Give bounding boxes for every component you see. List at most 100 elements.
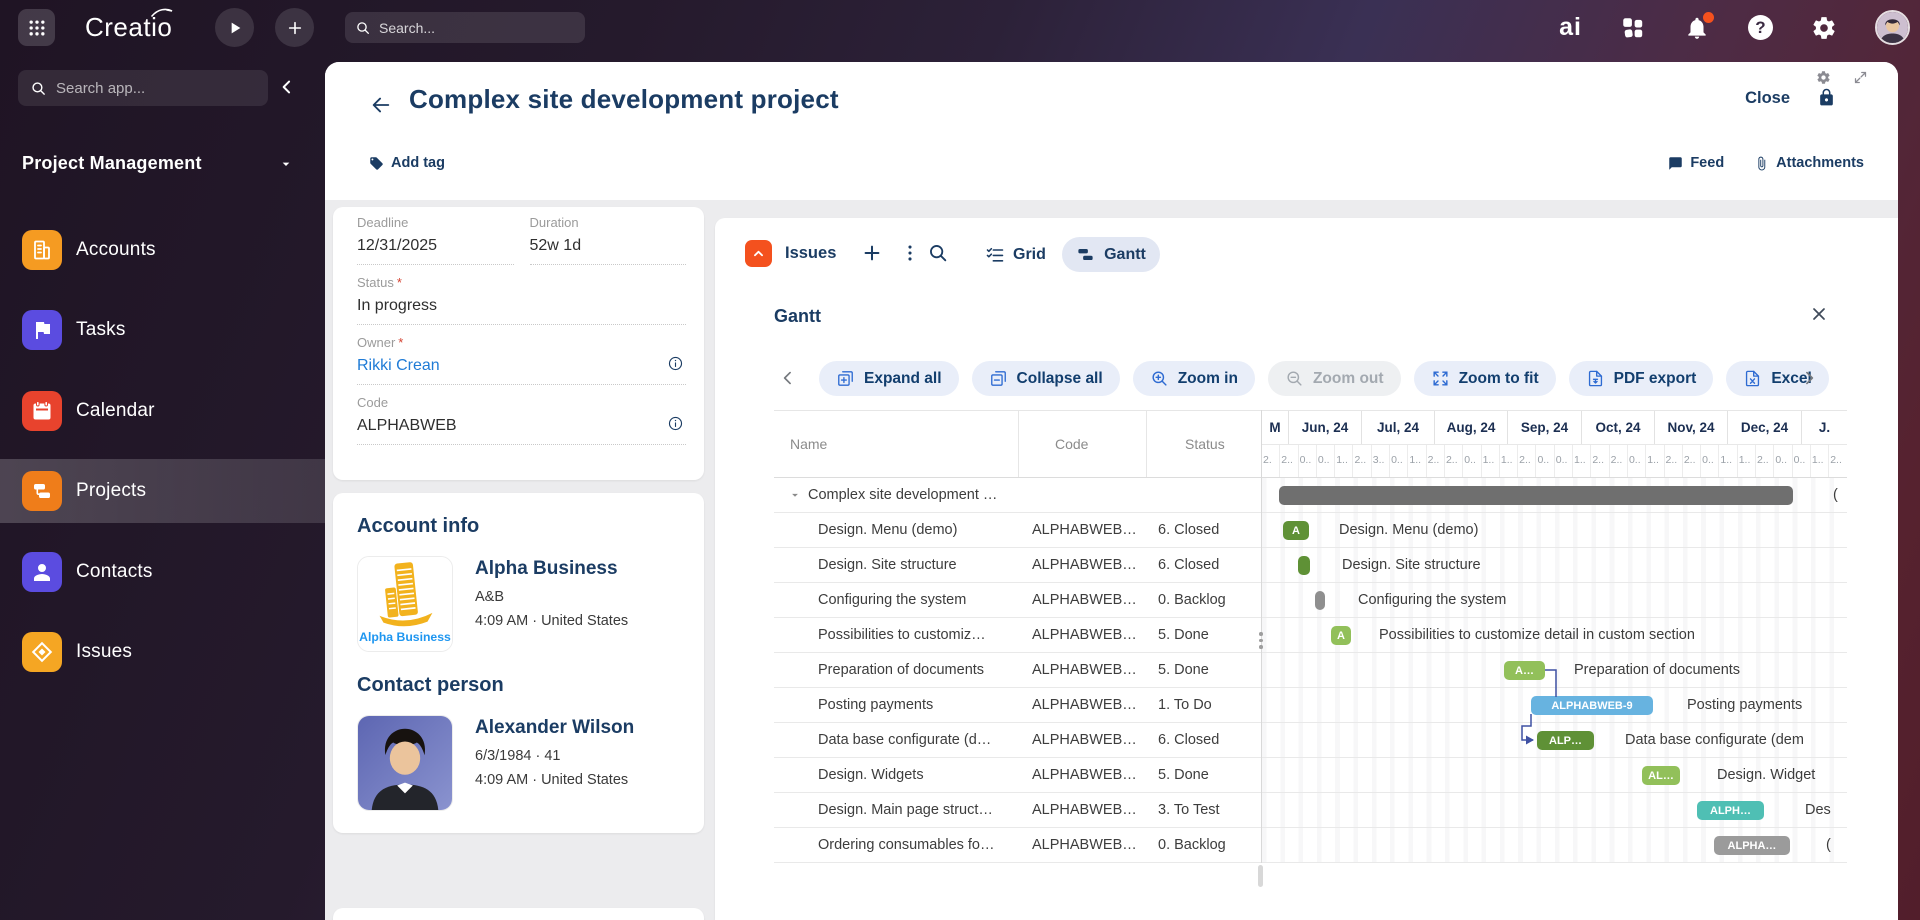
week-label: 0.. (1555, 445, 1573, 477)
gantt-bar[interactable]: ALP… (1537, 731, 1594, 750)
gantt-bar[interactable]: A (1283, 521, 1309, 540)
back-button[interactable] (369, 94, 393, 118)
page-settings-gear-icon[interactable] (1816, 70, 1831, 85)
column-header-status[interactable]: Status (1147, 411, 1261, 477)
contact-name[interactable]: Alexander Wilson (475, 717, 634, 739)
help-button[interactable]: ? (1748, 15, 1773, 40)
contact-row[interactable]: Alexander Wilson 6/3/1984 · 41 4:09 AM ·… (357, 715, 686, 811)
sidebar-item-issues[interactable]: Issues (0, 620, 325, 684)
attachments-button[interactable]: Attachments (1754, 155, 1864, 171)
view-gantt-button[interactable]: Gantt (1062, 237, 1160, 272)
global-search[interactable] (345, 12, 585, 43)
gantt-bar[interactable]: A… (1504, 661, 1545, 680)
sidebar-item-calendar[interactable]: Calendar (0, 379, 325, 443)
add-issue-button[interactable] (861, 242, 883, 264)
task-status: 5. Done (1147, 618, 1261, 652)
week-label: 1.. (1500, 445, 1518, 477)
sidebar-item-contacts[interactable]: Contacts (0, 540, 325, 604)
column-header-name[interactable]: Name (774, 411, 1019, 477)
week-label: 0.. (1317, 445, 1335, 477)
global-search-input[interactable] (379, 20, 575, 36)
field-deadline[interactable]: Deadline 12/31/2025 (357, 215, 514, 265)
user-avatar[interactable] (1875, 10, 1910, 45)
task-code: ALPHABWEB… (1019, 793, 1147, 827)
toolbar-pdf-export-button[interactable]: PDF export (1569, 361, 1714, 396)
gantt-table-row[interactable]: Design. Widgets ALPHABWEB… 5. Done (774, 758, 1261, 793)
task-code: ALPHABWEB… (1019, 618, 1147, 652)
apps-grid-icon (27, 18, 47, 38)
sidebar-item-projects[interactable]: Projects (0, 459, 325, 523)
caret-down-icon[interactable] (788, 488, 802, 502)
sidebar-item-accounts[interactable]: Accounts (0, 218, 325, 282)
gantt-bar[interactable] (1315, 591, 1325, 610)
toolbar-button-label: Collapse all (1017, 370, 1103, 388)
expand-all-icon (836, 369, 855, 388)
field-status[interactable]: Status* In progress (357, 275, 686, 325)
gantt-table-row[interactable]: Complex site development … (774, 478, 1261, 513)
app-search-input[interactable] (56, 80, 256, 97)
sidebar-item-tasks[interactable]: Tasks (0, 298, 325, 362)
marketplace-button[interactable] (1620, 15, 1646, 41)
info-icon[interactable] (667, 415, 684, 432)
close-button[interactable]: Close (1745, 89, 1790, 108)
gantt-table-row[interactable]: Preparation of documents ALPHABWEB… 5. D… (774, 653, 1261, 688)
ai-copilot-button[interactable]: ai (1559, 13, 1582, 42)
app-launcher-button[interactable] (18, 9, 55, 46)
tab-collapse-button[interactable] (745, 240, 772, 267)
field-duration[interactable]: Duration 52w 1d (530, 215, 687, 265)
tab-issues[interactable]: Issues (785, 244, 836, 263)
gantt-bar[interactable]: ALPHABWEB-9 (1531, 696, 1653, 715)
field-value[interactable]: Rikki Crean (357, 357, 686, 375)
toolbar-zoom-in-button[interactable]: Zoom in (1133, 361, 1255, 396)
gantt-table-row[interactable]: Design. Main page struct… ALPHABWEB… 3. … (774, 793, 1261, 828)
toolbar-zoom-to-fit-button[interactable]: Zoom to fit (1414, 361, 1556, 396)
column-header-code[interactable]: Code (1019, 411, 1147, 477)
next-panel-edge (333, 908, 704, 920)
gantt-close-button[interactable] (1808, 304, 1830, 326)
gantt-table-row[interactable]: Design. Menu (demo) ALPHABWEB… 6. Closed (774, 513, 1261, 548)
gantt-bar[interactable]: A (1331, 626, 1351, 645)
info-icon[interactable] (667, 355, 684, 372)
gantt-bar[interactable] (1298, 556, 1310, 575)
tab-search-button[interactable] (927, 242, 949, 264)
gantt-bar[interactable]: ALPH… (1697, 801, 1764, 820)
gantt-scrollbar[interactable] (1258, 865, 1263, 887)
accounts-icon (22, 230, 62, 270)
sidebar-collapse-button[interactable] (272, 73, 302, 103)
toolbar-scroll-left-button[interactable] (777, 368, 799, 390)
gantt-bar[interactable]: ALPHA… (1714, 836, 1790, 855)
field-label: Deadline (357, 215, 514, 230)
gantt-table-row[interactable]: Posting payments ALPHABWEB… 1. To Do (774, 688, 1261, 723)
quick-add-button[interactable] (275, 8, 314, 47)
add-tag-button[interactable]: Add tag (369, 155, 445, 171)
toolbar-scroll-right-button[interactable] (1798, 368, 1820, 390)
account-name[interactable]: Alpha Business (475, 558, 628, 580)
field-owner[interactable]: Owner* Rikki Crean (357, 335, 686, 385)
gantt-bar[interactable] (1279, 486, 1793, 505)
sidebar-item-label: Contacts (76, 561, 153, 583)
gantt-table-row[interactable]: Data base configurate (d… ALPHABWEB… 6. … (774, 723, 1261, 758)
gantt-bar-label: Design. Menu (demo) (1339, 513, 1478, 548)
app-search[interactable] (18, 70, 268, 106)
field-code[interactable]: Code ALPHABWEB (357, 395, 686, 445)
notifications-button[interactable] (1684, 15, 1710, 41)
view-grid-button[interactable]: Grid (985, 240, 1046, 270)
lock-icon[interactable] (1817, 88, 1836, 107)
settings-button[interactable] (1811, 15, 1837, 41)
toolbar-expand-all-button[interactable]: Expand all (819, 361, 959, 396)
run-process-button[interactable] (215, 8, 254, 47)
account-row[interactable]: Alpha Business Alpha Business A&B 4:09 A… (357, 556, 686, 652)
gantt-bar[interactable]: AL… (1642, 766, 1680, 785)
feed-button[interactable]: Feed (1668, 155, 1724, 171)
gantt-table-row[interactable]: Ordering consumables fo… ALPHABWEB… 0. B… (774, 828, 1261, 863)
expand-window-icon[interactable] (1853, 70, 1868, 85)
tab-more-button[interactable] (899, 242, 921, 264)
gantt-table-row[interactable]: Design. Site structure ALPHABWEB… 6. Clo… (774, 548, 1261, 583)
toolbar-collapse-all-button[interactable]: Collapse all (972, 361, 1120, 396)
gantt-table-row[interactable]: Possibilities to customiz… ALPHABWEB… 5.… (774, 618, 1261, 653)
collapse-all-icon (989, 369, 1008, 388)
gantt-table-row[interactable]: Configuring the system ALPHABWEB… 0. Bac… (774, 583, 1261, 618)
workspace-selector[interactable]: Project Management (22, 153, 302, 174)
toolbar-zoom-out-button[interactable]: Zoom out (1268, 361, 1401, 396)
column-resize-handle[interactable] (1255, 632, 1267, 658)
